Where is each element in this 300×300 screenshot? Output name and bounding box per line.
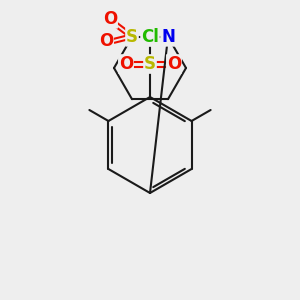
Text: O: O <box>103 10 117 28</box>
Text: O: O <box>99 32 113 50</box>
Text: Cl: Cl <box>141 28 159 46</box>
Text: S: S <box>144 55 156 73</box>
Text: O: O <box>119 55 133 73</box>
Text: S: S <box>126 28 138 46</box>
Text: O: O <box>167 55 181 73</box>
Text: N: N <box>161 28 175 46</box>
